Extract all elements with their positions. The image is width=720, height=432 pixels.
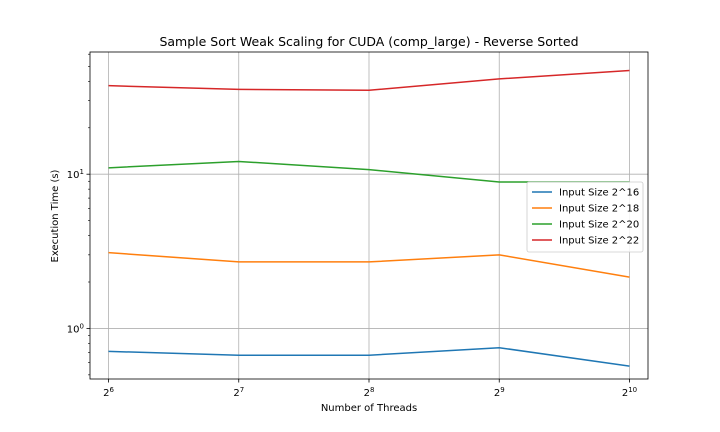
y-tick-label: 101 <box>67 168 84 181</box>
series-line <box>108 69 630 92</box>
x-tick-label: 27 <box>233 386 244 399</box>
legend: Input Size 2^16 Input Size 2^18 Input Size… <box>526 181 644 253</box>
series-line <box>108 251 630 278</box>
legend-label: Input Size 2^16 <box>559 188 639 199</box>
y-tick-label: 100 <box>67 322 84 335</box>
x-axis-label: Number of Threads <box>321 403 417 414</box>
legend-box <box>526 181 644 253</box>
series-line <box>108 346 630 367</box>
x-tick-label: 210 <box>622 386 637 399</box>
x-tick-label: 28 <box>364 386 375 399</box>
legend-label: Input Size 2^18 <box>559 204 639 215</box>
y-axis-label: Execution Time (s) <box>50 169 61 262</box>
chart-title: Sample Sort Weak Scaling for CUDA (comp_… <box>159 34 578 49</box>
x-tick-label: 26 <box>103 386 114 399</box>
legend-label: Input Size 2^22 <box>559 236 639 247</box>
axis-ticks: 26 27 28 29 210 100 101 <box>67 53 637 399</box>
x-tick-label: 29 <box>494 386 505 399</box>
legend-label: Input Size 2^20 <box>559 220 639 231</box>
